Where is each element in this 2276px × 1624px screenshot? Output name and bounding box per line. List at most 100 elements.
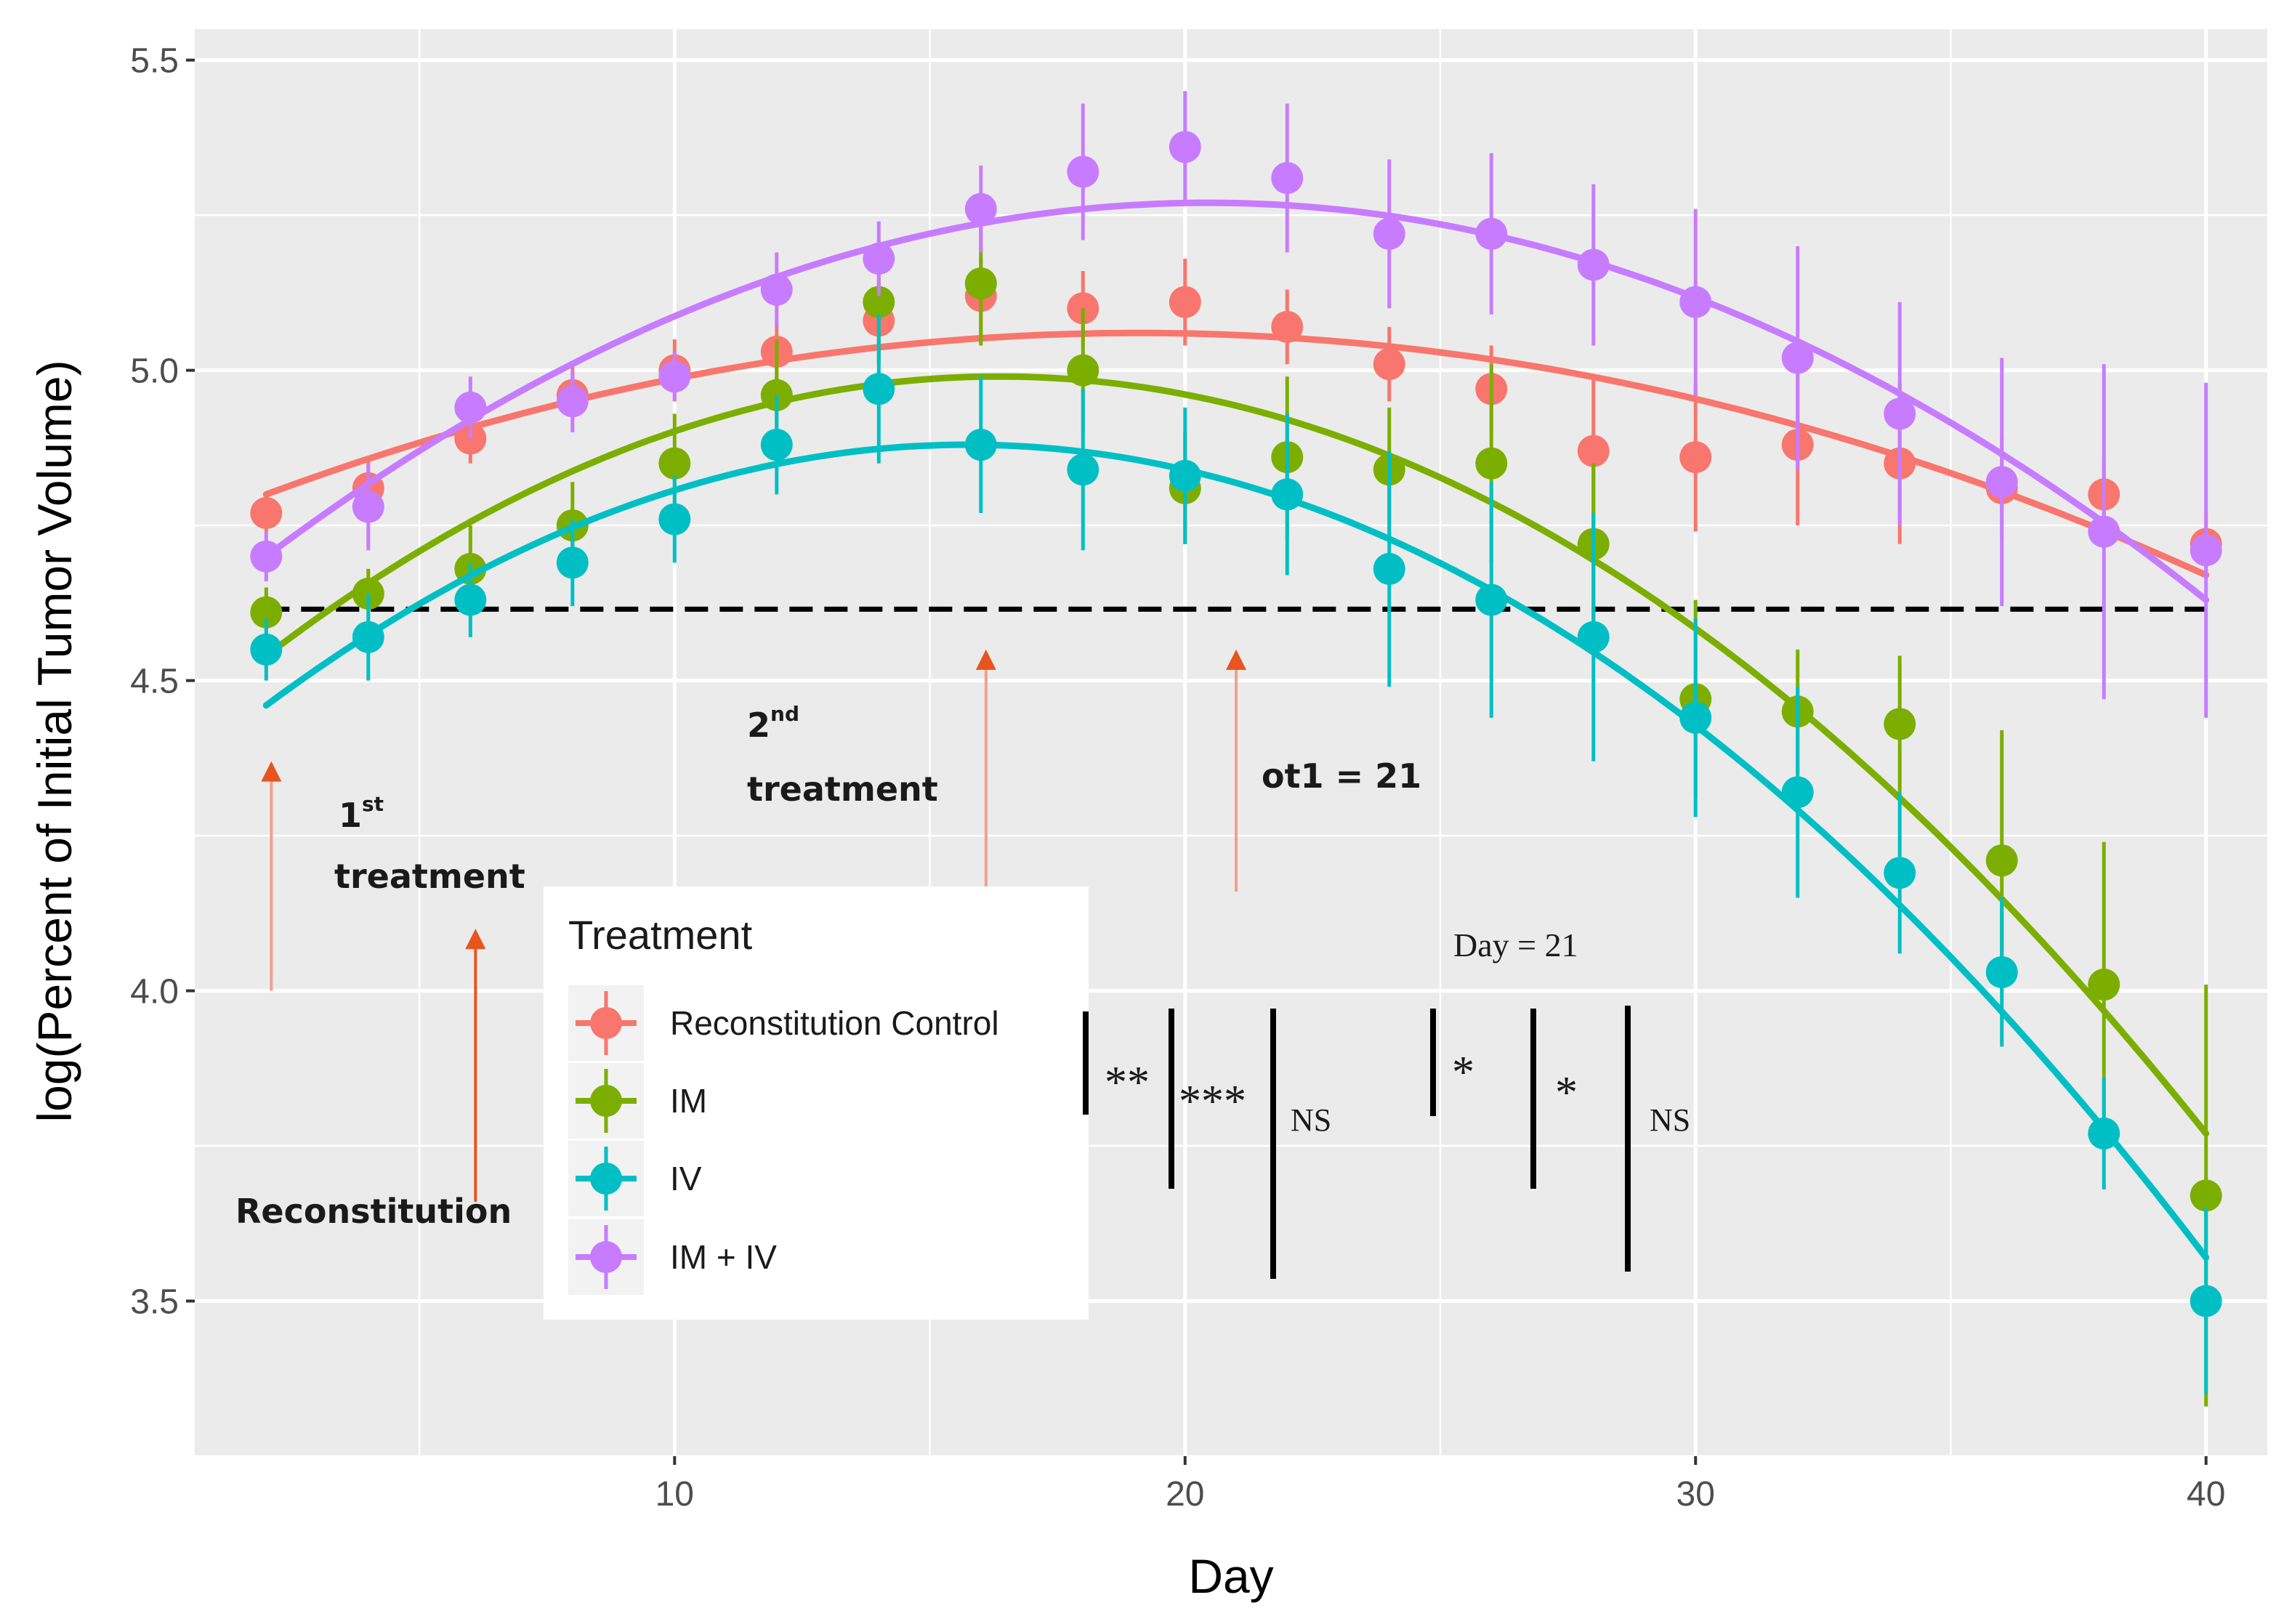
series-im-iv bbox=[250, 91, 2222, 718]
data-point bbox=[250, 596, 283, 629]
data-point bbox=[2190, 1179, 2222, 1212]
fit-line bbox=[262, 441, 2210, 1261]
second-treatment-sup: nd bbox=[770, 702, 799, 726]
data-point bbox=[863, 373, 895, 405]
legend-label: IM + IV bbox=[670, 1238, 777, 1276]
data-point bbox=[1679, 441, 1712, 474]
data-point bbox=[1271, 478, 1304, 511]
second-treatment-num: 2 bbox=[747, 706, 770, 745]
data-point bbox=[1985, 956, 2018, 988]
data-point bbox=[250, 497, 283, 530]
data-point bbox=[556, 385, 589, 418]
day21-label: Day = 21 bbox=[1453, 926, 1578, 964]
sig-label-1: ** bbox=[1105, 1058, 1150, 1107]
second-treatment-word: treatment bbox=[747, 769, 938, 809]
x-axis-title: Day bbox=[1188, 1549, 1273, 1603]
data-point bbox=[250, 540, 283, 573]
legend-label: Reconstitution Control bbox=[670, 1004, 999, 1042]
data-point bbox=[1475, 447, 1508, 480]
data-point bbox=[1884, 397, 1916, 430]
data-point bbox=[658, 503, 691, 536]
legend: Treatment Reconstitution Control IM IV IM +… bbox=[544, 886, 1089, 1320]
sig-label-6: NS bbox=[1650, 1102, 1690, 1138]
data-point bbox=[454, 583, 487, 616]
legend-key-point bbox=[590, 1163, 622, 1195]
legend-key-point bbox=[590, 1241, 622, 1273]
y-tick-label: 4.0 bbox=[130, 973, 179, 1011]
data-point bbox=[1577, 621, 1610, 653]
arrow-head bbox=[1226, 649, 1247, 670]
arrow-head bbox=[261, 761, 282, 782]
fit-line bbox=[262, 199, 2210, 604]
y-tick-label: 5.5 bbox=[130, 42, 179, 81]
data-point bbox=[352, 621, 384, 653]
x-tick-label: 20 bbox=[1166, 1475, 1204, 1514]
reconstitution-label: Reconstitution bbox=[235, 1192, 512, 1231]
data-point bbox=[1373, 217, 1405, 250]
data-point bbox=[1373, 552, 1405, 585]
y-axis-title: log(Percent of Initial Tumor Volume) bbox=[28, 360, 81, 1122]
second-treatment-label: 2nd bbox=[747, 702, 799, 745]
data-point bbox=[352, 490, 384, 523]
data-point bbox=[1884, 708, 1916, 740]
series bbox=[250, 91, 2222, 1407]
legend-key-point bbox=[590, 1085, 622, 1117]
data-point bbox=[863, 286, 895, 318]
ot1-label: ot1 = 21 bbox=[1262, 756, 1421, 796]
legend-entries: Reconstitution Control IM IV IM + IV bbox=[568, 985, 999, 1295]
data-point bbox=[964, 267, 997, 300]
first-treatment-word: treatment bbox=[334, 857, 525, 896]
x-tick-label: 30 bbox=[1676, 1475, 1715, 1514]
data-point bbox=[760, 429, 793, 461]
data-point bbox=[863, 242, 895, 275]
sig-label-5: * bbox=[1555, 1068, 1578, 1118]
data-point bbox=[2190, 534, 2222, 567]
treatment-arrows bbox=[261, 649, 1247, 1202]
y-tick-label: 3.5 bbox=[130, 1283, 179, 1322]
data-point bbox=[2088, 515, 2120, 548]
fit-line bbox=[262, 373, 2210, 1137]
x-tick-label: 10 bbox=[655, 1475, 694, 1514]
data-point bbox=[1985, 466, 2018, 498]
data-point bbox=[1781, 776, 1814, 809]
y-tick-label: 5.0 bbox=[130, 352, 179, 391]
data-point bbox=[454, 391, 487, 424]
fit-line bbox=[262, 329, 2210, 578]
data-point bbox=[1884, 857, 1916, 889]
data-point bbox=[1985, 844, 2018, 877]
arrow-head bbox=[975, 649, 996, 670]
data-point bbox=[964, 193, 997, 225]
data-point bbox=[964, 429, 997, 461]
arrow-head bbox=[465, 929, 486, 950]
data-point bbox=[2190, 1285, 2222, 1317]
data-point bbox=[1373, 348, 1405, 381]
data-point bbox=[2088, 969, 2120, 1001]
axis-ticks: 3.5 4.0 4.5 5.0 5.5 10 20 30 40 bbox=[130, 42, 2225, 1514]
sig-label-2: *** bbox=[1179, 1077, 1246, 1126]
x-tick-label: 40 bbox=[2187, 1475, 2225, 1514]
legend-label: IM bbox=[670, 1082, 707, 1120]
data-point bbox=[1169, 131, 1201, 163]
data-point bbox=[1475, 583, 1508, 616]
data-point bbox=[1475, 217, 1508, 250]
data-point bbox=[1169, 459, 1201, 492]
first-treatment-label: 1st bbox=[339, 792, 384, 835]
significance-markers: ** *** NS * * NS bbox=[1083, 1006, 1690, 1279]
data-point bbox=[1271, 310, 1304, 343]
series-iv bbox=[250, 314, 2222, 1394]
data-point bbox=[1067, 453, 1099, 486]
data-point bbox=[2088, 1117, 2120, 1150]
sig-label-3: NS bbox=[1291, 1102, 1331, 1138]
data-point bbox=[1577, 249, 1610, 281]
data-point bbox=[1679, 701, 1712, 734]
data-point bbox=[760, 273, 793, 306]
legend-title: Treatment bbox=[568, 912, 753, 958]
legend-label: IV bbox=[670, 1160, 702, 1197]
y-tick-label: 4.5 bbox=[130, 663, 179, 701]
data-point bbox=[658, 360, 691, 393]
sig-label-4: * bbox=[1452, 1048, 1474, 1097]
data-point bbox=[556, 546, 589, 579]
data-point bbox=[1781, 342, 1814, 374]
data-point bbox=[1271, 161, 1304, 194]
